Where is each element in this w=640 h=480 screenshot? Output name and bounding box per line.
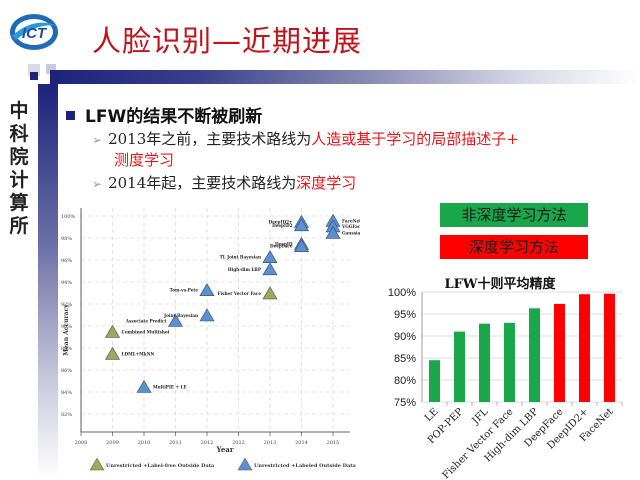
data-point-label: High-dim LBP — [228, 267, 262, 272]
data-point-label: TL Joint Bayesian — [220, 255, 261, 260]
arrow-bullet-icon: ➢ — [92, 177, 103, 191]
bar-y-tick: 85% — [394, 353, 416, 365]
bar — [479, 323, 490, 402]
decor-square — [30, 72, 38, 80]
data-point-label: DeepID2+ — [269, 220, 293, 225]
x-tick: 2009 — [106, 440, 119, 446]
decor-square — [46, 64, 56, 74]
bar — [529, 308, 540, 402]
data-point-label: LDML+MkNN — [122, 352, 155, 357]
scatter-grid — [81, 208, 350, 432]
svg-text:ICT: ICT — [22, 25, 48, 42]
bar-chart-title: LFW十则平均精度 — [445, 276, 557, 292]
lfw-progress-scatter-chart: 100% 98% 96% 94% 92% 90% 88% 86% 84% 82% 2008 2009… — [61, 208, 360, 471]
y-tick: 98% — [61, 236, 72, 242]
bar-y-tick: 95% — [394, 309, 416, 321]
data-point-label: Tom-vs-Pete — [170, 288, 199, 293]
data-point-label: Joint Bayesian — [163, 313, 198, 318]
y-tick: 84% — [61, 390, 72, 396]
data-point-triangle — [167, 313, 184, 327]
x-tick: 2012 — [201, 440, 214, 446]
data-point-triangle — [262, 250, 278, 264]
bar-y-tick: 90% — [394, 331, 416, 343]
data-point-triangle — [199, 308, 215, 322]
data-point-label: DeepFace — [270, 244, 293, 249]
bar-y-tick: 100% — [388, 287, 416, 299]
bar — [504, 322, 515, 402]
deep-learning-legend: 深度学习方法 — [440, 235, 588, 259]
data-point-label: MultiPIE + LE — [153, 385, 187, 390]
header-banner — [50, 70, 640, 84]
data-point-triangle — [325, 225, 341, 239]
data-point-label: VGGFace — [341, 224, 360, 229]
bar — [429, 360, 440, 402]
bar-category-label: JFL — [470, 406, 491, 427]
data-point-label: Associate Predict — [125, 319, 167, 324]
data-point-triangle — [104, 346, 121, 360]
data-point-triangle — [262, 286, 278, 300]
bullet-square-icon — [66, 111, 75, 120]
y-tick: 94% — [61, 280, 72, 286]
y-tick: 86% — [61, 368, 72, 374]
legend-label-free: Unrestricted +Label-free Outside Data — [106, 463, 215, 469]
x-tick: 2010 — [138, 440, 151, 446]
main-bullet: LFW的结果不断被刷新 — [66, 102, 262, 127]
bar — [579, 294, 590, 402]
x-tick: 2014 — [295, 440, 308, 446]
data-point-label: DeepID — [275, 242, 293, 247]
y-tick: 88% — [61, 346, 72, 352]
non-deep-learning-legend: 非深度学习方法 — [440, 203, 588, 227]
bars — [429, 293, 615, 402]
x-tick: 2012 — [232, 440, 245, 446]
data-point-label: FaceNet — [342, 218, 360, 223]
bar-category-label: LE — [423, 406, 441, 424]
y-axis-label: Mean Accuracy — [63, 304, 70, 356]
data-point-triangle — [104, 324, 121, 338]
bar-y-tick: 75% — [394, 397, 416, 409]
y-tick: 100% — [61, 214, 76, 220]
x-tick-labels: 2008 2009 2010 2011 2012 2012 2013 2014 2015 — [75, 432, 340, 446]
data-point-label: DeepID2 — [272, 223, 292, 228]
data-point-triangle — [262, 262, 278, 276]
legend-labeled: Unrestricted +Labeled Outside Data — [254, 463, 356, 469]
y-tick: 90% — [61, 324, 72, 330]
x-tick: 2015 — [327, 440, 340, 446]
x-tick: 2008 — [75, 440, 88, 446]
data-point-label: GaussianFace — [342, 231, 360, 236]
data-point-triangle — [293, 239, 310, 253]
data-point-triangle — [293, 218, 310, 232]
bar — [604, 293, 615, 402]
sub-bullet-2: ➢ 2014年起，主要技术路线为深度学习 — [92, 174, 357, 192]
y-tick: 92% — [61, 302, 72, 308]
bar-y-tick: 80% — [394, 375, 416, 387]
y-tick: 82% — [61, 412, 72, 418]
bar — [554, 303, 565, 402]
data-point-label: Combined Multishot — [122, 330, 170, 335]
y-tick-labels: 100% 98% 96% 94% 92% 90% 88% 86% 84% 82% — [61, 214, 76, 418]
bar — [454, 331, 465, 402]
scatter-legend: Unrestricted +Label-free Outside Data Un… — [89, 457, 356, 471]
x-tick: 2011 — [169, 440, 182, 446]
x-axis-label: Year — [215, 445, 233, 454]
data-point-label: Fisher Vector Face — [218, 291, 262, 296]
page-title: 人脸识别—近期进展 — [92, 24, 363, 58]
side-calligraphy: 中 科 院 计 算 所 — [9, 100, 29, 237]
x-tick: 2013 — [264, 440, 277, 446]
sub-bullet-1-cont: 测度学习 — [114, 151, 175, 169]
ict-logo: ICT — [10, 14, 58, 50]
side-gradient-bar — [38, 84, 58, 480]
scatter-points: Combined Multishot LDML+MkNN MultiPIE + LE… — [104, 213, 360, 393]
y-tick: 96% — [61, 258, 72, 264]
sub-bullet-1: ➢ 2013年之前，主要技术路线为人造或基于学习的局部描述子+ — [92, 130, 519, 148]
data-point-triangle — [199, 283, 215, 296]
arrow-bullet-icon: ➢ — [92, 133, 103, 147]
data-point-triangle — [136, 379, 152, 393]
